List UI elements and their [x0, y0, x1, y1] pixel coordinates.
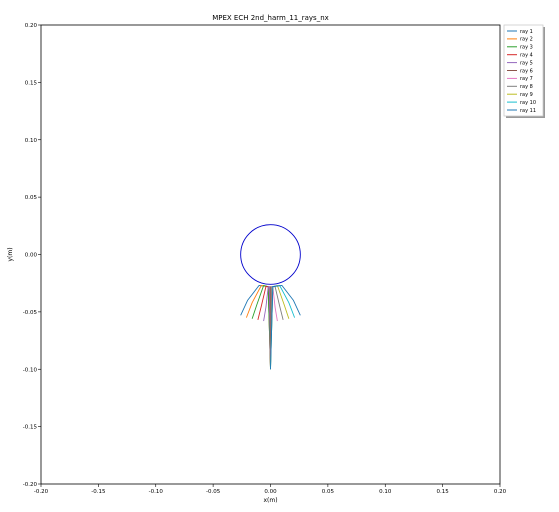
y-tick-label: 0.00 — [25, 253, 38, 259]
plot-area — [240, 224, 301, 370]
x-tick-label: -0.05 — [206, 489, 221, 495]
y-tick-label: 0.10 — [25, 138, 38, 144]
chart-title: MPEX ECH 2nd_harm_11_rays_nx — [212, 14, 329, 22]
legend-label: ray 6 — [520, 68, 533, 74]
legend-label: ray 1 — [520, 29, 533, 35]
x-tick-label: 0.00 — [264, 489, 277, 495]
legend-label: ray 9 — [520, 92, 533, 98]
x-tick-label: 0.20 — [494, 489, 507, 495]
y-tick-label: -0.10 — [23, 367, 38, 373]
y-tick-label: -0.15 — [23, 425, 38, 431]
legend-label: ray 3 — [520, 45, 533, 51]
y-tick-label: 0.20 — [25, 23, 38, 29]
series-line-ray-1 — [240, 285, 271, 370]
x-tick-label: -0.10 — [149, 489, 164, 495]
series-line-ray-11 — [270, 285, 301, 370]
y-tick-label: -0.20 — [23, 482, 38, 488]
legend-label: ray 4 — [520, 53, 533, 59]
axes-frame — [40, 24, 501, 485]
boundary-circle — [240, 224, 301, 285]
series-line-ray-5 — [263, 286, 271, 370]
legend-label: ray 8 — [520, 84, 533, 90]
x-tick-label: -0.15 — [91, 489, 106, 495]
x-tick-label: -0.20 — [34, 489, 49, 495]
axis-ticks: -0.20 -0.15 -0.10 -0.05 0.00 0.05 0.10 0.15 0.20… — [23, 23, 507, 495]
legend-label: ray 10 — [520, 100, 536, 106]
y-tick-label: -0.05 — [23, 310, 38, 316]
series-line-ray-3 — [251, 285, 271, 370]
legend-label: ray 11 — [520, 108, 536, 114]
y-tick-label: 0.05 — [25, 195, 38, 201]
x-tick-label: 0.10 — [379, 489, 392, 495]
x-tick-label: 0.05 — [322, 489, 335, 495]
legend-label: ray 5 — [520, 60, 533, 66]
legend-label: ray 7 — [520, 76, 533, 82]
y-axis-label: y(m) — [7, 247, 14, 261]
y-tick-label: 0.15 — [25, 80, 38, 86]
x-tick-label: 0.15 — [437, 489, 450, 495]
x-axis-label: x(m) — [263, 497, 277, 504]
legend-label: ray 2 — [520, 37, 533, 43]
